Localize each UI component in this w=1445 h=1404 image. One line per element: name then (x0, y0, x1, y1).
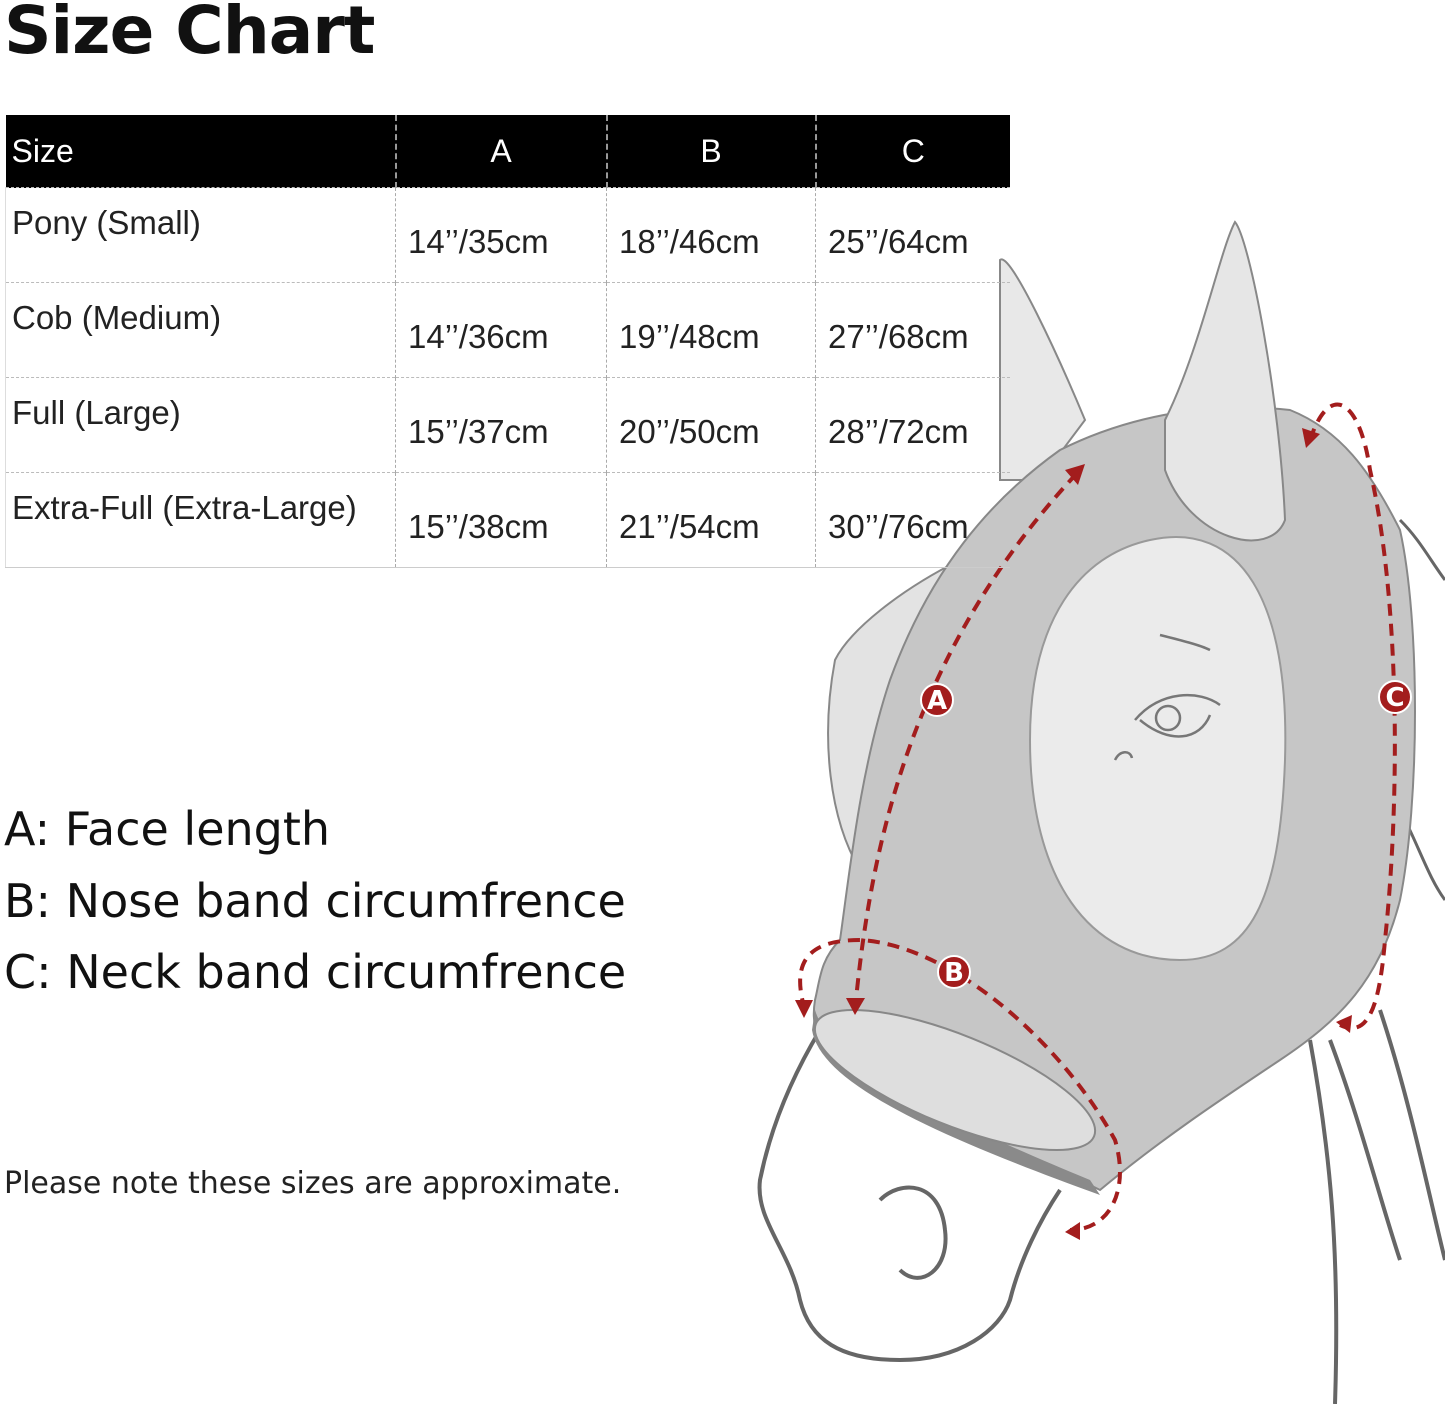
nose-band (812, 1010, 1100, 1195)
c-cell: 30’’/76cm (815, 472, 1010, 568)
legend-c: C: Neck band circumfrence (4, 945, 627, 999)
page-title: Size Chart (4, 0, 375, 69)
b-cell: 18’’/46cm (606, 187, 816, 283)
b-cell: 21’’/54cm (606, 472, 816, 568)
marker-b: B (937, 955, 971, 989)
size-cell: Cob (Medium) (5, 282, 396, 378)
table-header-row: Size A B C (5, 115, 1010, 188)
table-row: Full (Large) 15’’/37cm 20’’/50cm 28’’/72… (5, 377, 1010, 473)
table-row: Cob (Medium) 14’’/36cm 19’’/48cm 27’’/68… (5, 282, 1010, 378)
header-c: C (814, 115, 1010, 188)
eye-icon (1113, 633, 1221, 761)
nose-opening (813, 1009, 1097, 1151)
size-cell: Extra-Full (Extra-Large) (5, 472, 396, 568)
horse-outline (757, 518, 1445, 1404)
approximate-note: Please note these sizes are approximate. (4, 1166, 622, 1201)
size-cell: Full (Large) (5, 377, 396, 473)
size-cell: Pony (Small) (5, 187, 396, 283)
marker-a: A (920, 683, 954, 717)
legend-a: A: Face length (4, 802, 331, 856)
table-row: Pony (Small) 14’’/35cm 18’’/46cm 25’’/64… (5, 187, 1010, 283)
a-cell: 14’’/35cm (395, 187, 607, 283)
a-cell: 14’’/36cm (395, 282, 607, 378)
b-cell: 19’’/48cm (606, 282, 816, 378)
c-cell: 27’’/68cm (815, 282, 1010, 378)
a-cell: 15’’/38cm (395, 472, 607, 568)
svg-text:B: B (944, 958, 964, 988)
size-table: Size A B C Pony (Small) 14’’/35cm 18’’/4… (5, 115, 1010, 568)
table-row: Extra-Full (Extra-Large) 15’’/38cm 21’’/… (5, 472, 1010, 568)
header-size: Size (5, 115, 396, 188)
b-cell: 20’’/50cm (606, 377, 816, 473)
header-b: B (605, 115, 816, 188)
marker-c: C (1378, 680, 1412, 714)
c-cell: 25’’/64cm (815, 187, 1010, 283)
measure-lines (798, 402, 1397, 1232)
eye-window (1028, 535, 1287, 962)
svg-text:A: A (927, 686, 947, 716)
ear-right (1164, 220, 1287, 542)
arrow-heads (795, 428, 1352, 1240)
legend-b: B: Nose band circumfrence (4, 874, 626, 928)
svg-text:C: C (1385, 683, 1404, 713)
a-cell: 15’’/37cm (395, 377, 607, 473)
header-a: A (394, 115, 607, 188)
c-cell: 28’’/72cm (815, 377, 1010, 473)
